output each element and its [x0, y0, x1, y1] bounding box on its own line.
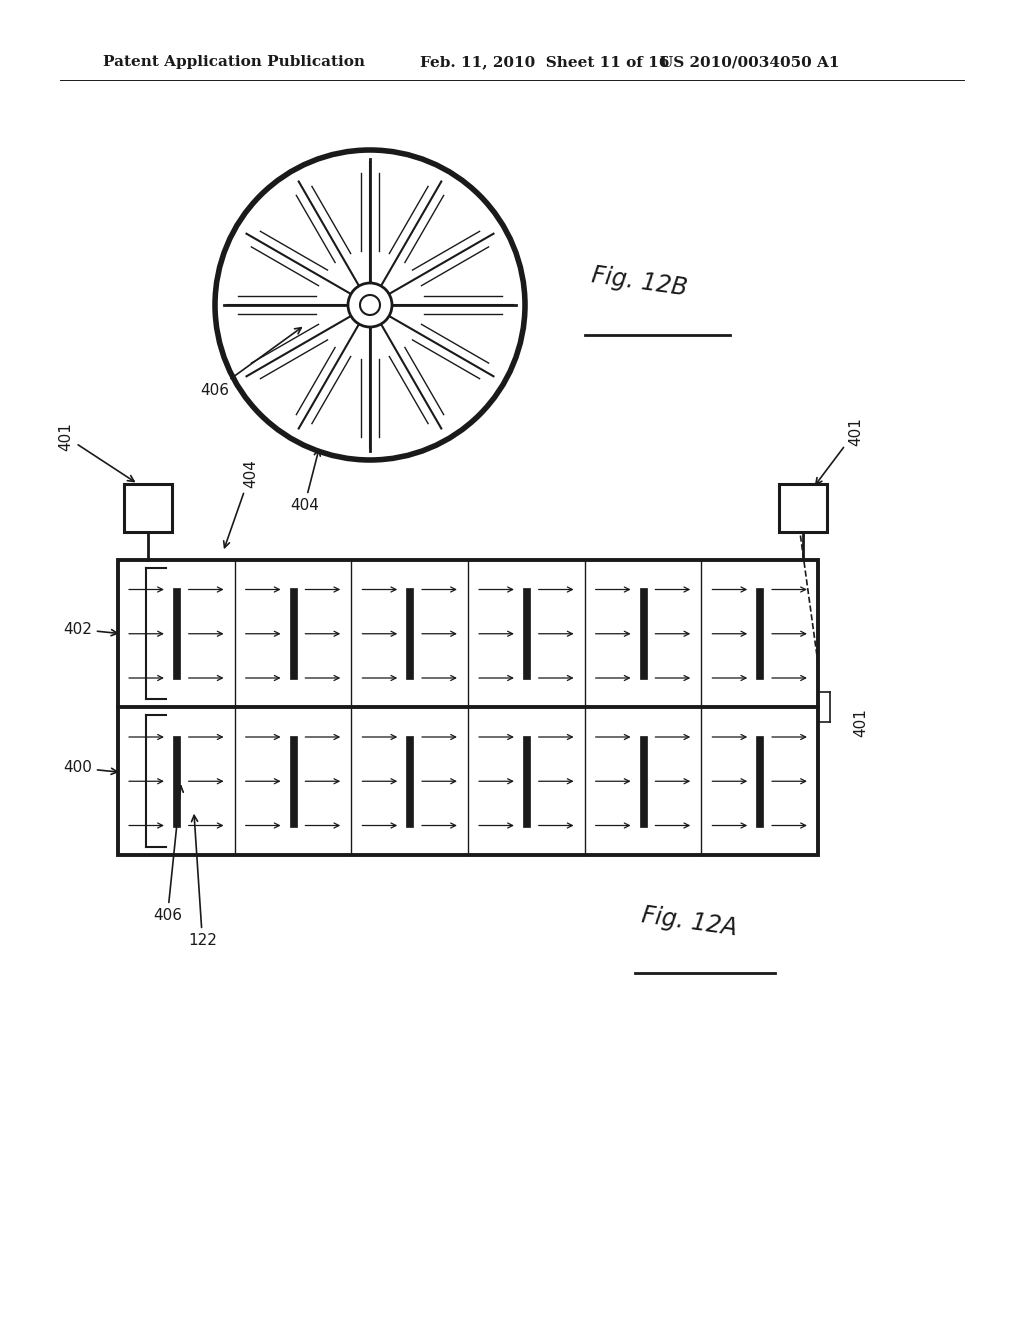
Text: Fig. 12B: Fig. 12B	[590, 263, 689, 300]
Text: 406: 406	[200, 327, 301, 399]
Bar	[124, 484, 172, 532]
Text: Fig. 12A: Fig. 12A	[640, 903, 738, 940]
Bar	[173, 735, 180, 826]
Text: 402: 402	[63, 622, 118, 636]
Text: US 2010/0034050 A1: US 2010/0034050 A1	[660, 55, 840, 69]
Bar	[523, 587, 529, 680]
Circle shape	[348, 282, 392, 327]
Text: 401: 401	[58, 422, 134, 482]
Text: Feb. 11, 2010  Sheet 11 of 16: Feb. 11, 2010 Sheet 11 of 16	[420, 55, 670, 69]
Bar	[756, 587, 763, 680]
Bar	[756, 735, 763, 826]
Bar	[290, 587, 297, 680]
Text: 122: 122	[188, 816, 217, 948]
Bar	[779, 484, 827, 532]
Text: 401: 401	[853, 708, 868, 737]
Bar	[118, 560, 818, 855]
Bar	[290, 735, 297, 826]
Bar	[640, 735, 646, 826]
Bar	[173, 587, 180, 680]
Text: 404: 404	[223, 459, 258, 548]
Text: 401: 401	[816, 417, 863, 484]
Bar	[407, 587, 413, 680]
Circle shape	[360, 294, 380, 315]
Text: 406: 406	[153, 785, 183, 923]
Text: 400: 400	[63, 760, 118, 775]
Text: Patent Application Publication: Patent Application Publication	[103, 55, 365, 69]
Bar	[523, 735, 529, 826]
Bar	[640, 587, 646, 680]
Text: 404: 404	[290, 450, 321, 513]
Bar	[407, 735, 413, 826]
